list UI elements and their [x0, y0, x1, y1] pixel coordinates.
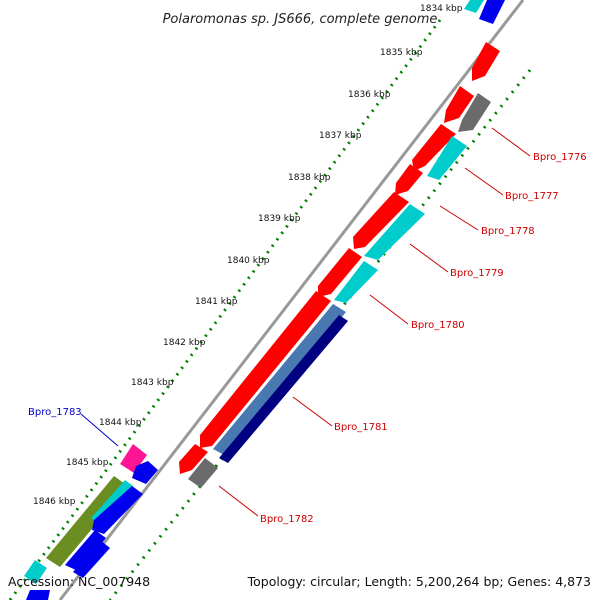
gene-arrow[interactable] [120, 444, 147, 473]
gene-arrow[interactable] [200, 291, 331, 448]
genome-summary-text: Topology: circular; Length: 5,200,264 bp… [247, 574, 591, 589]
gene-arrow[interactable] [219, 315, 348, 463]
gene-arrow[interactable] [444, 86, 474, 123]
gene-arrow[interactable] [472, 42, 500, 81]
tick-label: 1844 kbp [99, 418, 142, 428]
gene-arrow[interactable] [395, 164, 423, 195]
tick-label: 1846 kbp [33, 497, 76, 507]
gene-arrow[interactable] [412, 124, 456, 171]
backbone [58, 0, 525, 600]
accession-text: Accession: NC_007948 [8, 574, 150, 589]
gene-arrow[interactable] [46, 476, 128, 567]
gene-arrow[interactable] [65, 530, 106, 571]
tick-label: 1845 kbp [66, 458, 109, 468]
gene-arrow[interactable] [179, 444, 208, 474]
tick-track [8, 19, 442, 600]
tick-label: 1837 kbp [319, 131, 362, 141]
gene-arrow[interactable] [464, 0, 484, 13]
gene-arrow[interactable] [364, 204, 425, 260]
leader-line [292, 396, 333, 427]
gene-arrow[interactable] [479, 0, 505, 24]
gene-arrow[interactable] [213, 304, 346, 456]
gene-features [24, 0, 505, 600]
leader-line [369, 294, 409, 325]
tick-label: 1841 kbp [195, 297, 238, 307]
gene-label[interactable]: Bpro_1782 [260, 514, 314, 525]
tick-label: 1843 kbp [131, 378, 174, 388]
gene-label[interactable]: Bpro_1781 [334, 422, 388, 433]
gene-arrow[interactable] [458, 93, 491, 132]
gene-arrow[interactable] [24, 560, 47, 584]
tick-labels: 1834 kbp 1835 kbp 1836 kbp 1837 kbp 1838… [33, 4, 463, 507]
gene-arrow[interactable] [334, 261, 378, 303]
gene-leader-lines [80, 127, 531, 517]
tick-label: 1836 kbp [348, 90, 391, 100]
gene-label[interactable]: Bpro_1776 [533, 152, 587, 163]
map-title: Polaromonas sp. JS666, complete genome [163, 12, 438, 27]
gene-arrow[interactable] [188, 458, 218, 488]
gene-labels: Bpro_1776 Bpro_1777 Bpro_1778 Bpro_1779 … [28, 152, 587, 525]
leader-line [491, 127, 531, 157]
tick-label: 1840 kbp [227, 256, 270, 266]
leader-line [218, 485, 259, 517]
gene-arrow[interactable] [318, 248, 362, 297]
leader-line [409, 243, 449, 273]
leader-line-blue [80, 413, 119, 447]
gene-label[interactable]: Bpro_1780 [411, 320, 465, 331]
gene-arrow[interactable] [91, 480, 133, 523]
gene-arrow[interactable] [427, 136, 467, 180]
gene-arrow[interactable] [92, 486, 143, 534]
leader-line [464, 167, 504, 196]
gene-label[interactable]: Bpro_1779 [450, 268, 504, 279]
gene-arrow[interactable] [73, 540, 110, 578]
gene-label[interactable]: Bpro_1783 [28, 407, 82, 418]
gene-arrow[interactable] [26, 590, 50, 600]
gene-label[interactable]: Bpro_1777 [505, 191, 559, 202]
tick-label: 1838 kbp [288, 173, 331, 183]
tick-label: 1834 kbp [420, 4, 463, 14]
tick-label: 1835 kbp [380, 48, 423, 58]
gene-label[interactable]: Bpro_1778 [481, 226, 535, 237]
tick-label: 1842 kbp [163, 338, 206, 348]
gene-arrow[interactable] [132, 461, 158, 484]
leader-line [439, 205, 479, 231]
gene-arrow[interactable] [353, 192, 409, 249]
tick-label: 1839 kbp [258, 214, 301, 224]
